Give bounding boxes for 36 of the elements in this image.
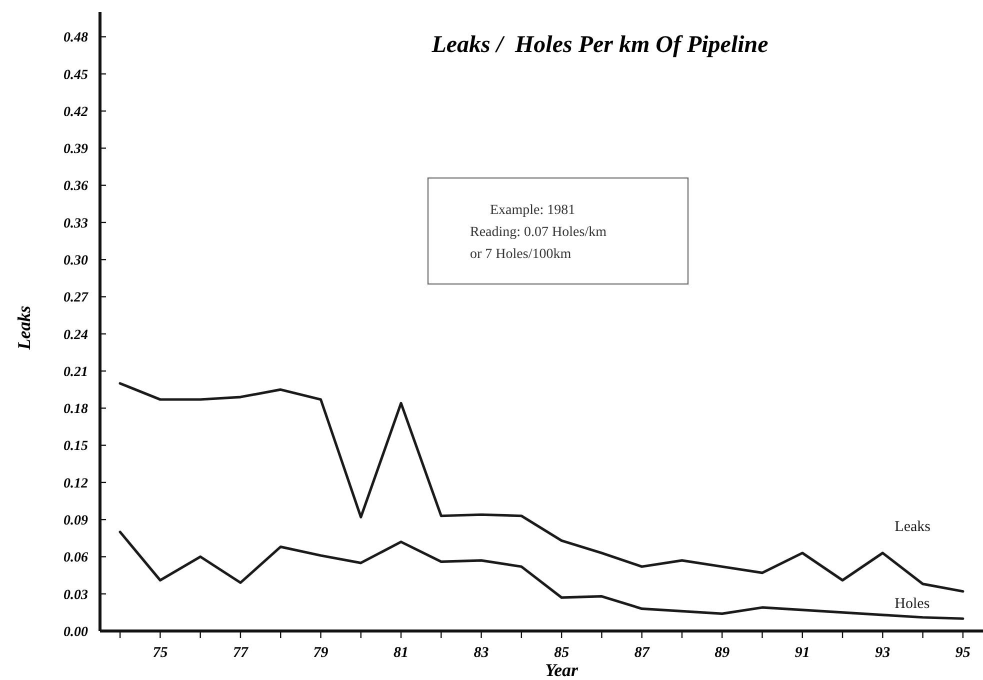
x-tick-label: 91: [794, 645, 810, 661]
y-tick-label: 0.30: [64, 254, 88, 268]
y-tick-label: 0.36: [64, 179, 88, 194]
line-series: [118, 530, 964, 620]
y-tick-label: 0.42: [64, 104, 88, 120]
y-tick-label: 0.27: [64, 290, 89, 306]
x-axis-title: Year: [545, 660, 580, 680]
y-tick-label: 0.03: [64, 588, 88, 603]
annotation: Example: 1981 Reading: 0.07 Holes/km or 7 Holes/100km: [470, 203, 607, 262]
line-series: [118, 382, 964, 593]
x-tick-label: 75: [152, 645, 168, 661]
x-tick-label: 83: [474, 645, 490, 661]
x-tick-label: 93: [875, 645, 891, 661]
y-tick-label: 0.15: [64, 439, 88, 454]
x-tick-label: 79: [313, 645, 329, 661]
y-tick-label: 0.21: [64, 364, 88, 380]
text: Leaks / Holes Per km Of Pipeline: [430, 32, 769, 58]
x-tick-label: 81: [394, 645, 409, 661]
x-tick-label: 87: [634, 645, 650, 661]
y-tick-label: 0.48: [64, 30, 88, 46]
y-tick-label: 0.24: [64, 328, 88, 343]
series-label: Holes: [894, 596, 930, 612]
y-axis-title: Leaks: [14, 306, 34, 351]
x-tick-label: 95: [955, 645, 971, 661]
y-tick-label: 0.00: [64, 624, 88, 640]
y-tick-label: 0.18: [64, 402, 88, 418]
series-label: Leaks: [894, 519, 931, 536]
y-tick-label: 0.39: [64, 142, 88, 158]
y-tick-label: 0.09: [64, 513, 88, 528]
y-tick-label: 0.45: [64, 68, 88, 83]
x-tick-label: 77: [232, 645, 248, 661]
y-tick-label: 0.06: [64, 550, 88, 566]
y-tick-label: 0.12: [64, 476, 88, 492]
y-tick-label: 0.33: [64, 216, 88, 232]
x-tick-label: 89: [714, 645, 730, 661]
x-tick-label: 85: [554, 645, 570, 661]
